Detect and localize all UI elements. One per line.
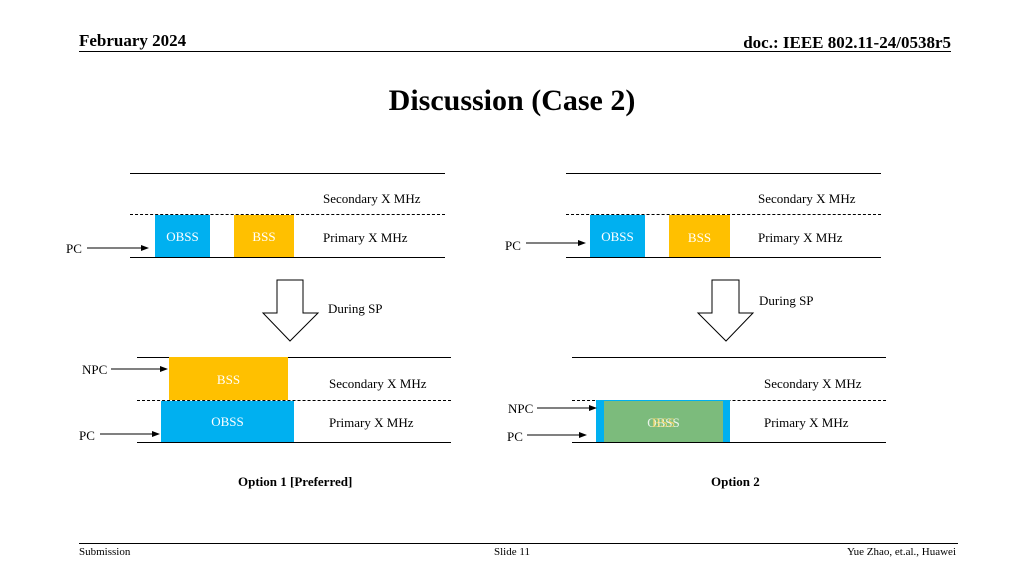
opt1-npc-label: NPC [82, 362, 108, 377]
right-bss-block: BSS [669, 215, 730, 257]
footer-submission: Submission [79, 546, 131, 558]
footer-author: Yue Zhao, et.al., Huawei [846, 546, 956, 558]
left-down-arrow-icon [261, 279, 320, 342]
header-rule [79, 51, 951, 52]
right-top-line [566, 173, 881, 174]
left-during-sp-label: During SP [328, 301, 383, 316]
opt1-bottom-line [137, 442, 451, 443]
right-pc-label: PC [505, 238, 521, 253]
right-down-arrow-icon [696, 279, 755, 342]
opt2-arrows [527, 405, 597, 438]
opt2-bottom-line [572, 442, 886, 443]
left-pc-label: PC [66, 241, 82, 256]
opt2-secondary-label: Secondary X MHz [764, 376, 862, 391]
option1-caption: Option 1 [Preferred] [238, 474, 353, 489]
footer-rule [79, 543, 958, 544]
slide-title: Discussion (Case 2) [388, 84, 636, 117]
option2-caption: Option 2 [711, 474, 760, 489]
right-pc-arrow [526, 240, 586, 246]
opt1-pc-label: PC [79, 428, 95, 443]
left-secondary-label: Secondary X MHz [323, 191, 421, 206]
left-bottom-line [130, 257, 445, 258]
left-primary-label: Primary X MHz [323, 230, 408, 245]
left-pc-arrow [87, 245, 149, 251]
opt1-top-line [137, 357, 451, 358]
opt1-primary-label: Primary X MHz [329, 415, 414, 430]
right-secondary-label: Secondary X MHz [758, 191, 856, 206]
opt2-npc-label: NPC [508, 401, 534, 416]
opt1-obss-block: OBSS [161, 401, 294, 442]
left-bss-block: BSS [234, 215, 294, 257]
opt2-primary-label: Primary X MHz [764, 415, 849, 430]
left-top-line [130, 173, 445, 174]
opt2-pc-label: PC [507, 429, 523, 444]
opt1-secondary-label: Secondary X MHz [329, 376, 427, 391]
right-primary-label: Primary X MHz [758, 230, 843, 245]
header-doc-id: doc.: IEEE 802.11-24/0538r5 [743, 33, 951, 52]
opt1-arrows [100, 366, 168, 437]
opt2-bss-text: BSS [651, 415, 676, 430]
right-bottom-line [566, 257, 881, 258]
header-date: February 2024 [79, 31, 187, 50]
right-channel-divider [566, 214, 881, 215]
opt2-top-line [572, 357, 886, 358]
left-channel-divider [130, 214, 445, 215]
right-during-sp-label: During SP [759, 293, 814, 308]
left-obss-block: OBSS [155, 215, 210, 257]
opt1-bss-block: BSS [169, 357, 288, 400]
footer-slide-number: Slide 11 [494, 546, 530, 558]
opt1-channel-divider [137, 400, 451, 401]
opt2-obss-text: OBSS [647, 415, 680, 430]
opt2-overlap-block [604, 401, 723, 442]
right-obss-block: OBSS [590, 215, 645, 257]
